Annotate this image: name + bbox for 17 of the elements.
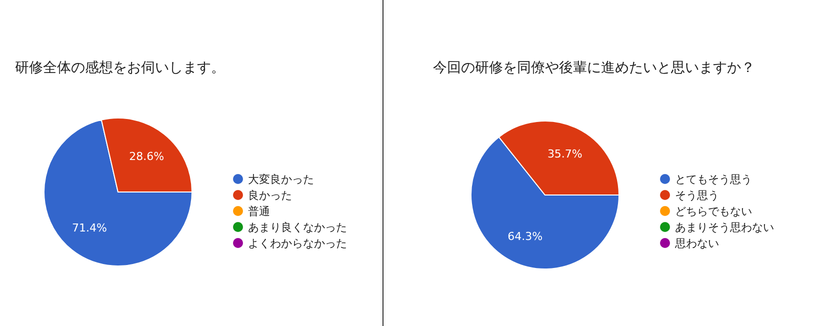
- data-label: 28.6%: [129, 150, 164, 163]
- data-label: 64.3%: [508, 230, 543, 244]
- pie-slice: [44, 119, 192, 266]
- legend-label: あまりそう思わない: [675, 220, 774, 234]
- legend-label: とてもそう思う: [675, 172, 752, 186]
- chart-title: 研修全体の感想をお伺いします。: [15, 60, 225, 76]
- legend-label: 大変良かった: [248, 172, 314, 186]
- legend-label: そう思う: [675, 188, 719, 202]
- legend-label: よくわからなかった: [248, 236, 347, 250]
- data-label: 71.4%: [72, 222, 107, 235]
- data-label: 35.7%: [547, 148, 582, 161]
- legend-label: 思わない: [674, 236, 719, 250]
- chart-title: 今回の研修を同僚や後輩に進めたいと思いますか？: [433, 60, 755, 76]
- legend-label: 良かった: [248, 188, 292, 202]
- legend-label: あまり良くなかった: [248, 220, 347, 234]
- legend-label: 普通: [248, 204, 270, 218]
- legend-label: どちらでもない: [675, 204, 752, 218]
